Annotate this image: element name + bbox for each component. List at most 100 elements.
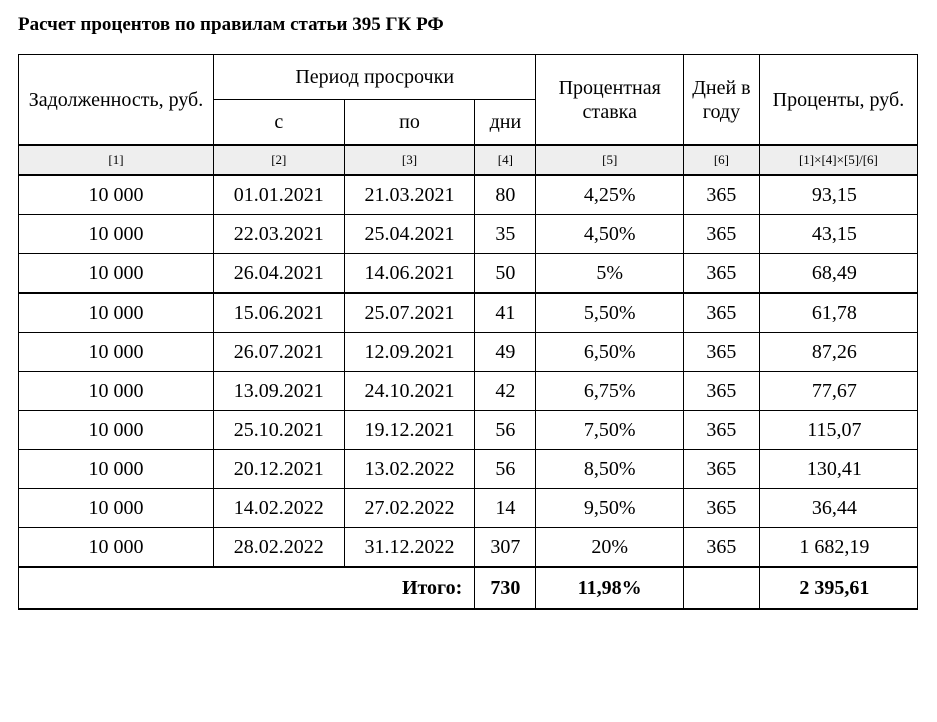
header-rate: Процентная ставка (536, 55, 684, 146)
header-period: Период просрочки (213, 55, 535, 100)
cell-days: 307 (475, 527, 536, 567)
header-days: дни (475, 100, 536, 146)
header-interest: Проценты, руб. (759, 55, 917, 146)
table-row: 10 00015.06.202125.07.2021415,50%36561,7… (19, 293, 918, 333)
cell-interest: 43,15 (759, 214, 917, 253)
cell-to: 31.12.2022 (344, 527, 475, 567)
cell-from: 14.02.2022 (213, 488, 344, 527)
cell-debt: 10 000 (19, 488, 214, 527)
totals-row: Итого: 730 11,98% 2 395,61 (19, 567, 918, 609)
cell-from: 26.04.2021 (213, 253, 344, 293)
cell-debt: 10 000 (19, 332, 214, 371)
totals-days: 730 (475, 567, 536, 609)
cell-days: 56 (475, 449, 536, 488)
cell-to: 12.09.2021 (344, 332, 475, 371)
table-row: 10 00025.10.202119.12.2021567,50%365115,… (19, 410, 918, 449)
page-title: Расчет процентов по правилам статьи 395 … (18, 14, 919, 36)
ref-c1: [1] (19, 145, 214, 175)
table-header: Задолженность, руб. Период просрочки Про… (19, 55, 918, 146)
totals-interest: 2 395,61 (759, 567, 917, 609)
ref-c7: [1]×[4]×[5]/[6] (759, 145, 917, 175)
cell-to: 25.07.2021 (344, 293, 475, 333)
cell-days: 49 (475, 332, 536, 371)
ref-c4: [4] (475, 145, 536, 175)
cell-year: 365 (683, 253, 759, 293)
cell-days: 80 (475, 175, 536, 215)
cell-to: 21.03.2021 (344, 175, 475, 215)
cell-year: 365 (683, 332, 759, 371)
cell-from: 13.09.2021 (213, 371, 344, 410)
table-row: 10 00026.04.202114.06.2021505%36568,49 (19, 253, 918, 293)
cell-days: 14 (475, 488, 536, 527)
cell-days: 41 (475, 293, 536, 333)
cell-year: 365 (683, 293, 759, 333)
cell-from: 20.12.2021 (213, 449, 344, 488)
cell-year: 365 (683, 488, 759, 527)
ref-c6: [6] (683, 145, 759, 175)
cell-from: 28.02.2022 (213, 527, 344, 567)
cell-to: 13.02.2022 (344, 449, 475, 488)
table-body: 10 00001.01.202121.03.2021804,25%36593,1… (19, 175, 918, 567)
cell-interest: 36,44 (759, 488, 917, 527)
cell-debt: 10 000 (19, 449, 214, 488)
cell-rate: 7,50% (536, 410, 684, 449)
totals-rate: 11,98% (536, 567, 684, 609)
cell-debt: 10 000 (19, 293, 214, 333)
totals-year (683, 567, 759, 609)
header-from: с (213, 100, 344, 146)
cell-debt: 10 000 (19, 371, 214, 410)
cell-interest: 87,26 (759, 332, 917, 371)
table-row: 10 00028.02.202231.12.202230720%3651 682… (19, 527, 918, 567)
cell-interest: 77,67 (759, 371, 917, 410)
cell-from: 15.06.2021 (213, 293, 344, 333)
cell-rate: 4,25% (536, 175, 684, 215)
totals-label: Итого: (19, 567, 475, 609)
cell-rate: 8,50% (536, 449, 684, 488)
cell-interest: 115,07 (759, 410, 917, 449)
cell-from: 25.10.2021 (213, 410, 344, 449)
cell-year: 365 (683, 175, 759, 215)
cell-rate: 4,50% (536, 214, 684, 253)
cell-debt: 10 000 (19, 253, 214, 293)
table-row: 10 00013.09.202124.10.2021426,75%36577,6… (19, 371, 918, 410)
cell-year: 365 (683, 527, 759, 567)
cell-to: 14.06.2021 (344, 253, 475, 293)
cell-year: 365 (683, 410, 759, 449)
cell-rate: 6,75% (536, 371, 684, 410)
interest-table: Задолженность, руб. Период просрочки Про… (18, 54, 918, 610)
cell-to: 24.10.2021 (344, 371, 475, 410)
ref-c2: [2] (213, 145, 344, 175)
table-row: 10 00014.02.202227.02.2022149,50%36536,4… (19, 488, 918, 527)
cell-rate: 20% (536, 527, 684, 567)
cell-days: 35 (475, 214, 536, 253)
cell-interest: 130,41 (759, 449, 917, 488)
ref-c3: [3] (344, 145, 475, 175)
table-row: 10 00026.07.202112.09.2021496,50%36587,2… (19, 332, 918, 371)
table-row: 10 00020.12.202113.02.2022568,50%365130,… (19, 449, 918, 488)
cell-interest: 61,78 (759, 293, 917, 333)
cell-rate: 6,50% (536, 332, 684, 371)
cell-year: 365 (683, 449, 759, 488)
header-year-days: Дней в году (683, 55, 759, 146)
cell-year: 365 (683, 371, 759, 410)
cell-year: 365 (683, 214, 759, 253)
ref-c5: [5] (536, 145, 684, 175)
cell-days: 50 (475, 253, 536, 293)
column-reference-row: [1] [2] [3] [4] [5] [6] [1]×[4]×[5]/[6] (19, 145, 918, 175)
cell-rate: 9,50% (536, 488, 684, 527)
cell-to: 19.12.2021 (344, 410, 475, 449)
cell-debt: 10 000 (19, 410, 214, 449)
cell-days: 56 (475, 410, 536, 449)
cell-debt: 10 000 (19, 175, 214, 215)
header-to: по (344, 100, 475, 146)
cell-debt: 10 000 (19, 527, 214, 567)
cell-from: 22.03.2021 (213, 214, 344, 253)
table-row: 10 00022.03.202125.04.2021354,50%36543,1… (19, 214, 918, 253)
cell-debt: 10 000 (19, 214, 214, 253)
cell-rate: 5,50% (536, 293, 684, 333)
cell-to: 25.04.2021 (344, 214, 475, 253)
cell-from: 26.07.2021 (213, 332, 344, 371)
cell-to: 27.02.2022 (344, 488, 475, 527)
table-row: 10 00001.01.202121.03.2021804,25%36593,1… (19, 175, 918, 215)
cell-rate: 5% (536, 253, 684, 293)
